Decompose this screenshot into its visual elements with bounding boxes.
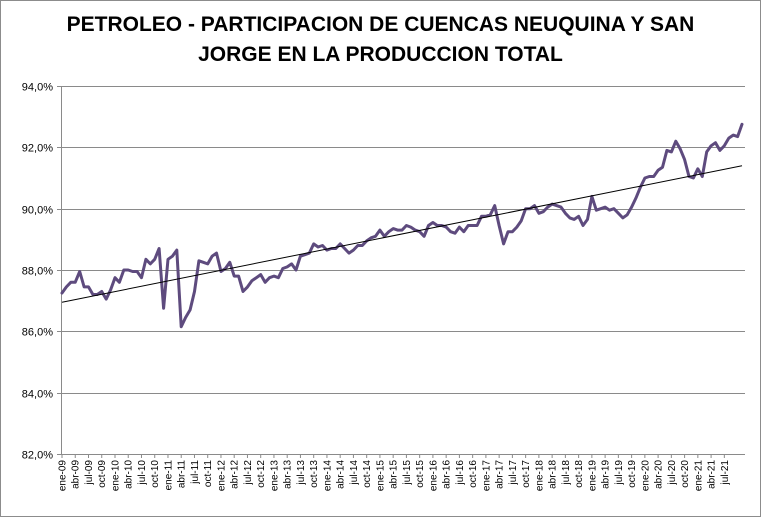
x-tick-label: ene-14 xyxy=(322,460,333,492)
y-tick-labels: 82,0% 84,0% 86,0% 88,0% 90,0% 92,0% 94,0% xyxy=(22,82,53,462)
x-tick-label: jul-20 xyxy=(667,460,678,486)
x-tick-label: ene-20 xyxy=(640,460,651,492)
axes xyxy=(57,86,745,458)
x-tick-label: ene-13 xyxy=(269,460,280,492)
x-tick-label: oct-16 xyxy=(468,460,479,488)
x-tick-label: jul-21 xyxy=(720,460,731,486)
x-tick-label: jul-12 xyxy=(243,460,254,486)
y-tick-label: 92,0% xyxy=(22,143,53,155)
x-tick-label: ene-17 xyxy=(481,460,492,492)
x-tick-label: ene-16 xyxy=(428,460,439,492)
x-tick-label: ene-11 xyxy=(163,460,174,491)
x-tick-label: ene-21 xyxy=(693,460,704,492)
x-tick-label: ene-15 xyxy=(375,460,386,492)
x-tick-labels: ene-09 abr-09 jul-09 oct-09 ene-10 abr-10 jul-… xyxy=(58,460,731,492)
x-tick-label: jul-18 xyxy=(561,460,572,486)
x-tick-label: oct-18 xyxy=(574,460,585,488)
y-tick-label: 88,0% xyxy=(22,266,53,278)
x-tick-label: jul-11 xyxy=(190,460,201,485)
y-tick-label: 90,0% xyxy=(22,205,53,217)
x-tick-label: oct-17 xyxy=(521,460,532,488)
x-tick-label: oct-10 xyxy=(150,460,161,488)
x-tick-label: abr-19 xyxy=(601,460,612,489)
series-layer xyxy=(60,122,744,329)
x-tick-label: oct-15 xyxy=(415,460,426,488)
x-tick-label: oct-14 xyxy=(362,460,373,488)
x-tick-label: jul-17 xyxy=(508,460,519,486)
x-tick-label: oct-11 xyxy=(203,460,214,487)
x-tick-label: jul-19 xyxy=(614,460,625,486)
x-tick-label: abr-12 xyxy=(230,460,241,489)
x-tick-label: jul-13 xyxy=(296,460,307,486)
x-tick-label: oct-20 xyxy=(680,460,691,488)
x-tick-label: ene-19 xyxy=(587,460,598,492)
x-tick-label: abr-16 xyxy=(442,460,453,489)
x-tick-label: ene-10 xyxy=(110,460,121,492)
trendline xyxy=(61,165,743,303)
x-tick-label: abr-11 xyxy=(177,460,188,489)
y-tick-label: 84,0% xyxy=(22,389,53,401)
series-line xyxy=(60,122,744,329)
chart-title-line-2: JORGE EN LA PRODUCCION TOTAL xyxy=(198,43,563,66)
x-tick-label: abr-13 xyxy=(283,460,294,489)
x-tick-label: jul-10 xyxy=(137,460,148,486)
x-tick-label: oct-13 xyxy=(309,460,320,488)
x-tick-label: abr-09 xyxy=(71,460,82,489)
x-tick-label: jul-09 xyxy=(84,460,95,486)
x-tick-label: abr-10 xyxy=(124,460,135,489)
x-tick-label: ene-12 xyxy=(216,460,227,492)
x-tick-label: ene-09 xyxy=(58,460,69,492)
x-tick-label: oct-09 xyxy=(97,460,108,488)
chart-title-line-1: PETROLEO - PARTICIPACION DE CUENCAS NEUQ… xyxy=(66,13,695,36)
x-tick-label: jul-15 xyxy=(402,460,413,486)
x-tick-label: abr-17 xyxy=(495,460,506,489)
x-tick-label: abr-15 xyxy=(389,460,400,489)
x-tick-label: oct-19 xyxy=(627,460,638,488)
x-tick-label: jul-14 xyxy=(349,460,360,486)
y-tick-label: 86,0% xyxy=(22,327,53,339)
x-tick-label: abr-14 xyxy=(336,460,347,489)
x-tick-label: abr-18 xyxy=(548,460,559,489)
chart-title: PETROLEO - PARTICIPACION DE CUENCAS NEUQ… xyxy=(0,10,761,70)
x-tick-label: abr-20 xyxy=(654,460,665,489)
y-tick-label: 94,0% xyxy=(22,82,53,94)
x-tick-label: jul-16 xyxy=(455,460,466,486)
trendline-layer xyxy=(61,165,743,303)
x-tick-label: oct-12 xyxy=(256,460,267,488)
x-tick-label: ene-18 xyxy=(534,460,545,492)
gridlines xyxy=(61,86,745,455)
y-tick-label: 82,0% xyxy=(22,450,53,462)
x-tick-label: abr-21 xyxy=(707,460,718,489)
